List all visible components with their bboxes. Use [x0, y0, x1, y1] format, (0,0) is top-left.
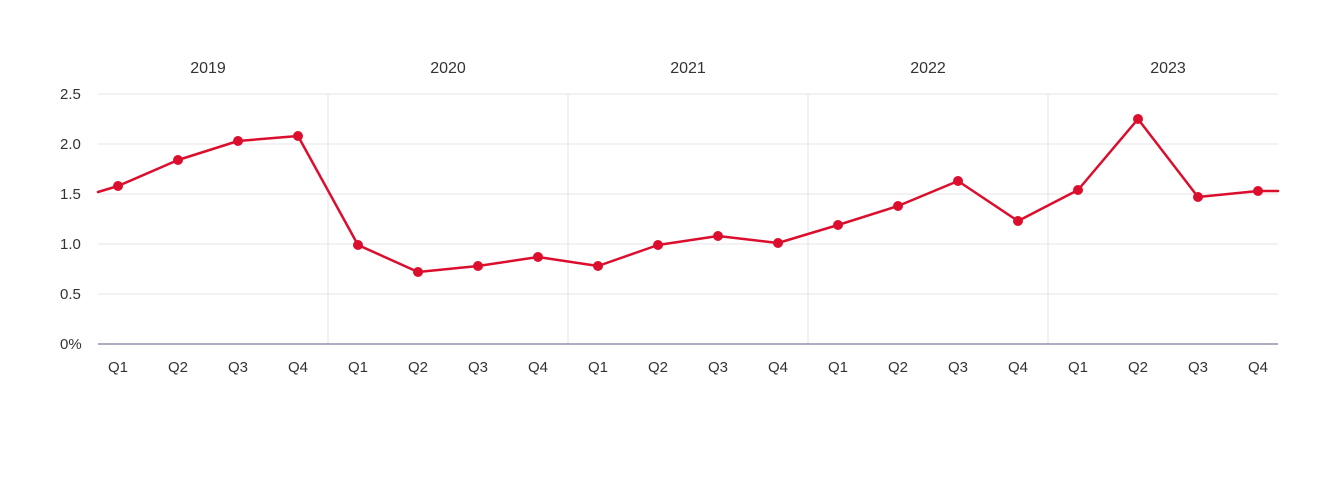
data-point[interactable] — [833, 220, 843, 230]
x-tick-label: Q4 — [768, 359, 788, 376]
x-tick-label: Q1 — [828, 359, 848, 376]
y-tick-label: 1.5 — [60, 186, 81, 203]
x-tick-label: Q1 — [588, 359, 608, 376]
data-point[interactable] — [1253, 186, 1263, 196]
x-tick-label: Q3 — [708, 359, 728, 376]
x-axis-ticks: Q1 Q2 Q3 Q4 Q1 Q2 Q3 Q4 Q1 Q2 Q3 Q4 Q1 Q2 Q3 Q4 Q1 Q2 Q3 Q4 — [108, 359, 1268, 376]
x-tick-label: Q2 — [408, 359, 428, 376]
x-tick-label: Q2 — [168, 359, 188, 376]
x-tick-label: Q4 — [288, 359, 308, 376]
data-point[interactable] — [533, 252, 543, 262]
x-tick-label: Q3 — [228, 359, 248, 376]
x-tick-label: Q4 — [1008, 359, 1028, 376]
x-tick-label: Q2 — [888, 359, 908, 376]
y-tick-label: 2.0 — [60, 136, 81, 153]
data-point[interactable] — [1073, 185, 1083, 195]
data-point[interactable] — [1193, 192, 1203, 202]
x-tick-label: Q1 — [1068, 359, 1088, 376]
y-tick-label: 0.5 — [60, 286, 81, 303]
x-tick-label: Q1 — [348, 359, 368, 376]
year-label: 2021 — [670, 60, 706, 77]
x-tick-label: Q4 — [1248, 359, 1268, 376]
x-tick-label: Q2 — [648, 359, 668, 376]
x-tick-label: Q3 — [1188, 359, 1208, 376]
series-line — [96, 117, 1280, 274]
data-point[interactable] — [653, 240, 663, 250]
year-labels: 2019 2020 2021 2022 2023 — [190, 60, 1186, 77]
data-point[interactable] — [413, 267, 423, 277]
year-label: 2019 — [190, 60, 226, 77]
data-point[interactable] — [173, 155, 183, 165]
data-point[interactable] — [593, 261, 603, 271]
x-tick-label: Q4 — [528, 359, 548, 376]
data-point[interactable] — [953, 176, 963, 186]
year-label: 2020 — [430, 60, 466, 77]
data-point[interactable] — [233, 136, 243, 146]
data-point[interactable] — [293, 131, 303, 141]
data-point[interactable] — [473, 261, 483, 271]
grid-layer — [98, 93, 1278, 344]
year-label: 2022 — [910, 60, 946, 77]
x-tick-label: Q3 — [948, 359, 968, 376]
data-point[interactable] — [1133, 114, 1143, 124]
y-axis-ticks: 0% 0.5 1.0 1.5 2.0 2.5 — [60, 86, 82, 353]
data-point[interactable] — [353, 240, 363, 250]
x-tick-label: Q1 — [108, 359, 128, 376]
x-tick-label: Q3 — [468, 359, 488, 376]
data-point[interactable] — [113, 181, 123, 191]
x-tick-label: Q2 — [1128, 359, 1148, 376]
y-tick-label: 1.0 — [60, 236, 81, 253]
y-tick-label: 0% — [60, 336, 82, 353]
y-tick-label: 2.5 — [60, 86, 81, 103]
data-point[interactable] — [773, 238, 783, 248]
data-point[interactable] — [713, 231, 723, 241]
data-point[interactable] — [893, 201, 903, 211]
series-layer — [96, 114, 1280, 277]
year-label: 2023 — [1150, 60, 1186, 77]
data-point[interactable] — [1013, 216, 1023, 226]
